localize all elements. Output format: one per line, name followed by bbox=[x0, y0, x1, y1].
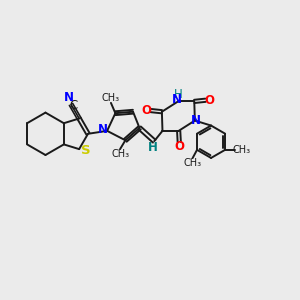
Text: CH₃: CH₃ bbox=[111, 149, 129, 159]
Text: CH₃: CH₃ bbox=[184, 158, 202, 168]
Text: N: N bbox=[191, 114, 201, 127]
Text: N: N bbox=[98, 123, 108, 136]
Text: N: N bbox=[172, 93, 182, 106]
Text: C: C bbox=[70, 99, 78, 112]
Text: O: O bbox=[205, 94, 214, 107]
Text: H: H bbox=[174, 88, 182, 101]
Text: CH₃: CH₃ bbox=[233, 145, 251, 155]
Text: H: H bbox=[148, 141, 158, 154]
Text: N: N bbox=[64, 92, 74, 104]
Text: S: S bbox=[81, 144, 90, 157]
Text: CH₃: CH₃ bbox=[102, 93, 120, 103]
Text: O: O bbox=[174, 140, 184, 153]
Text: O: O bbox=[142, 104, 152, 117]
